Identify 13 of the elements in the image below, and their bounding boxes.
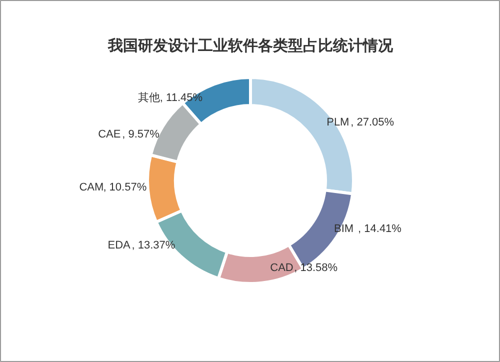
slice-label: PLM <box>326 116 350 128</box>
data-label: , 13.58% <box>294 262 338 274</box>
slice-label: 其他 <box>138 91 160 104</box>
data-label: , 10.57% <box>103 182 147 194</box>
data-label: , 27.05% <box>350 116 394 128</box>
slice-label: CAM <box>79 182 104 194</box>
data-label: , 13.37% <box>132 240 176 252</box>
chart-title: 我国研发设计工业软件各类型占比统计情况 <box>107 36 394 54</box>
slice-label: CAE <box>98 128 121 140</box>
data-label: , 9.57% <box>122 128 160 140</box>
slice-label: CAD <box>270 262 294 274</box>
slice-label: EDA <box>108 240 132 252</box>
data-label: , 14.41% <box>358 222 402 235</box>
